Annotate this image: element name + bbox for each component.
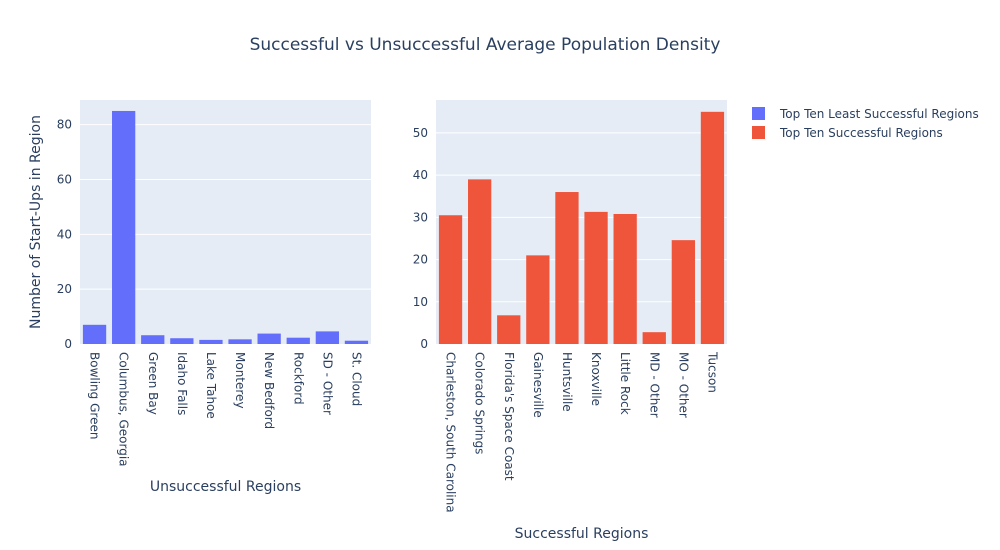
- x-tick-label: Knoxville: [589, 352, 603, 406]
- x-tick-label: St. Cloud: [349, 352, 363, 406]
- x-tick-label: Bowling Green: [88, 352, 102, 439]
- legend-label-least-successful: Top Ten Least Successful Regions: [779, 107, 979, 121]
- y-tick-label: 20: [413, 253, 428, 267]
- bar-colorado-springs[interactable]: [468, 179, 492, 344]
- x-tick-label: Little Rock: [618, 352, 632, 415]
- x-tick-label: Colorado Springs: [473, 352, 487, 454]
- x-tick-label: Huntsville: [560, 352, 574, 412]
- y-tick-label: 80: [57, 118, 72, 132]
- bar-huntsville[interactable]: [555, 192, 579, 344]
- chart-title: Successful vs Unsuccessful Average Popul…: [250, 35, 721, 55]
- x-axis-title: Successful Regions: [515, 526, 649, 542]
- bar-knoxville[interactable]: [584, 211, 608, 344]
- bar-md-other[interactable]: [642, 332, 666, 344]
- legend-item-least-successful[interactable]: Top Ten Least Successful Regions: [752, 107, 979, 121]
- y-tick-label: 40: [413, 168, 428, 182]
- x-tick-label: Idaho Falls: [175, 352, 189, 415]
- y-tick-label: 30: [413, 210, 428, 224]
- subplot-unsuccessful: 0 20 40 60 80 Bowling Green Columbus, Georgia G…: [28, 100, 371, 495]
- x-tick-label: Tucson: [705, 351, 719, 393]
- bar-gainesville[interactable]: [526, 255, 550, 344]
- y-tick-label: 40: [57, 227, 72, 241]
- x-tick-label: MD - Other: [647, 352, 661, 418]
- x-tick-label: Charleston, South Carolina: [444, 352, 458, 513]
- x-axis-title: Unsuccessful Regions: [150, 479, 301, 495]
- bar-sd-other[interactable]: [315, 331, 339, 344]
- bar-rockford[interactable]: [286, 337, 310, 344]
- x-tick-label: New Bedford: [262, 352, 276, 429]
- bar-columbus-georgia[interactable]: [112, 110, 136, 344]
- bar-lake-tahoe[interactable]: [199, 339, 223, 344]
- x-tick-label: MO - Other: [676, 352, 690, 418]
- bar-little-rock[interactable]: [613, 213, 637, 344]
- x-tick-label: Monterey: [233, 352, 247, 409]
- bar-florida-s-space-coast[interactable]: [497, 315, 521, 344]
- y-tick-label: 10: [413, 295, 428, 309]
- bar-mo-other[interactable]: [671, 240, 695, 344]
- bar-bowling-green[interactable]: [82, 324, 107, 344]
- y-axis-title: Number of Start-Ups in Region: [28, 115, 44, 329]
- legend-item-successful[interactable]: Top Ten Successful Regions: [752, 126, 943, 140]
- x-tick-label: Lake Tahoe: [204, 352, 218, 419]
- x-tick-label: Florida's Space Coast: [502, 352, 516, 481]
- y-tick-label: 50: [413, 126, 428, 140]
- bar-new-bedford[interactable]: [257, 333, 281, 344]
- bar-green-bay[interactable]: [141, 335, 165, 344]
- bar-charleston-south-carolina[interactable]: [438, 215, 463, 344]
- legend-label-successful: Top Ten Successful Regions: [779, 126, 943, 140]
- y-tick-label: 0: [420, 337, 428, 351]
- x-tick-label: Columbus, Georgia: [117, 352, 131, 467]
- x-tick-label: Gainesville: [531, 352, 545, 418]
- bar-st-cloud[interactable]: [344, 340, 369, 344]
- bar-tucson[interactable]: [700, 111, 725, 344]
- legend: Top Ten Least Successful Regions Top Ten…: [752, 107, 979, 140]
- y-tick-label: 20: [57, 282, 72, 296]
- x-tick-label: Green Bay: [146, 352, 160, 415]
- subplot-successful: 0 10 20 30 40 50 Charleston, South Carolina Col…: [413, 100, 727, 542]
- legend-swatch-successful: [752, 126, 765, 139]
- y-tick-label: 60: [57, 173, 72, 187]
- legend-swatch-least-successful: [752, 107, 765, 120]
- x-tick-label: SD - Other: [320, 352, 334, 415]
- y-tick-label: 0: [64, 337, 72, 351]
- bar-monterey[interactable]: [228, 339, 252, 344]
- bar-idaho-falls[interactable]: [170, 338, 194, 344]
- x-tick-label: Rockford: [291, 352, 305, 405]
